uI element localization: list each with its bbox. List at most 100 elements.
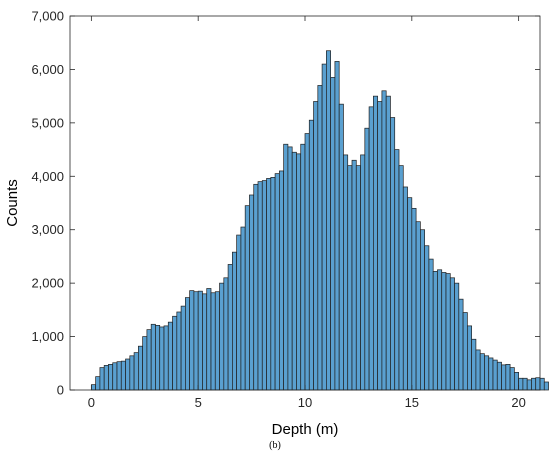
histogram-bar — [479, 353, 485, 391]
histogram-bar — [150, 323, 156, 391]
histogram-bar — [364, 127, 370, 391]
histogram-bar — [219, 282, 225, 391]
histogram-bar — [163, 325, 169, 391]
histogram-bar — [274, 173, 280, 391]
histogram-bar — [253, 183, 259, 391]
histogram-bar — [180, 305, 186, 391]
y-tick-label: 4,000 — [31, 169, 64, 184]
figure-caption: (b) — [269, 440, 281, 451]
y-tick-label: 7,000 — [31, 9, 64, 24]
histogram-bar — [138, 345, 143, 391]
histogram-bar — [368, 106, 374, 391]
histogram-bar — [133, 352, 139, 391]
histogram-bar — [279, 170, 284, 391]
y-tick-label: 5,000 — [31, 115, 64, 130]
histogram-bar — [125, 358, 131, 391]
y-tick-label: 2,000 — [31, 276, 64, 291]
histogram-bar — [172, 315, 178, 391]
histogram-bar — [95, 376, 101, 391]
histogram-bar — [214, 291, 220, 391]
histogram-bar — [108, 364, 114, 391]
histogram-bar — [129, 355, 135, 391]
histogram-bar — [202, 293, 208, 391]
histogram-bar — [394, 149, 400, 391]
histogram-bar — [313, 101, 319, 391]
histogram-bar — [505, 364, 511, 391]
histogram-bar — [232, 251, 237, 391]
histogram-bar — [321, 63, 327, 391]
histogram-bar — [343, 154, 349, 391]
histogram-bar — [249, 194, 255, 391]
histogram-bar — [514, 372, 519, 391]
histogram-bar — [509, 367, 515, 391]
y-tick-label: 3,000 — [31, 222, 64, 237]
histogram-bar — [103, 365, 109, 391]
histogram-bar — [291, 151, 297, 391]
histogram-bar — [454, 282, 460, 391]
histogram-bar — [458, 298, 464, 391]
histogram-bar — [531, 377, 537, 391]
histogram-bar — [257, 181, 263, 391]
histogram-bar — [471, 338, 477, 391]
histogram-chart: 0 5 10 15 20 0 1,000 2,000 3,000 4,000 5,000 6,000 7… — [4, 9, 549, 438]
histogram-bar — [317, 85, 323, 391]
histogram-bar — [304, 133, 310, 391]
histogram-bar — [189, 290, 195, 391]
histogram-bar — [167, 321, 173, 391]
histogram-bar — [385, 95, 391, 391]
x-tick-label: 15 — [405, 395, 419, 410]
histogram-bar — [296, 153, 302, 391]
histogram-bar — [373, 95, 378, 391]
histogram-bar — [193, 291, 199, 391]
histogram-bar — [437, 269, 443, 391]
histogram-bar — [99, 367, 105, 391]
histogram-bar — [155, 325, 161, 391]
histogram-bar — [377, 101, 383, 391]
histogram-bar — [432, 271, 438, 391]
histogram-bar — [475, 349, 481, 391]
histogram-bar — [518, 377, 524, 391]
histogram-bar — [347, 165, 353, 391]
histogram-bar — [142, 336, 148, 391]
histogram-bar — [428, 258, 434, 391]
histogram-bar — [462, 312, 468, 391]
y-tick-label: 0 — [57, 383, 64, 398]
histogram-bar — [240, 226, 246, 391]
histogram-bar — [287, 146, 293, 391]
histogram-bar — [210, 292, 216, 391]
histogram-bar — [112, 362, 118, 391]
histogram-bar — [197, 290, 203, 391]
histogram-bar — [492, 359, 498, 391]
histogram-bar — [326, 50, 331, 391]
histogram-bar — [360, 154, 366, 391]
histogram-bar — [526, 379, 532, 391]
histogram-bar — [338, 103, 344, 391]
histogram-bar — [496, 361, 502, 391]
histogram-bar — [176, 311, 182, 391]
histogram-bar — [445, 273, 451, 391]
histogram-bar — [420, 229, 425, 391]
histogram-bar — [236, 234, 242, 391]
histogram-bar — [424, 245, 430, 391]
histogram-bar — [415, 221, 421, 391]
histogram-bar — [330, 77, 336, 391]
histogram-bar — [484, 355, 490, 391]
histogram-bar — [283, 143, 289, 391]
ticks-group: 0 5 10 15 20 0 1,000 2,000 3,000 4,000 5,000 6,000 7… — [31, 9, 540, 410]
histogram-bar — [543, 381, 549, 391]
histogram-bar — [227, 264, 233, 391]
histogram-bar — [159, 326, 165, 391]
histogram-bar — [116, 361, 122, 391]
x-tick-label: 10 — [298, 395, 312, 410]
histogram-bar — [390, 117, 396, 391]
y-axis-label: Counts — [4, 179, 21, 227]
histogram-bar — [146, 329, 152, 391]
x-tick-label: 20 — [511, 395, 525, 410]
y-tick-label: 1,000 — [31, 329, 64, 344]
histogram-bar — [407, 197, 413, 391]
histogram-bar — [244, 205, 250, 391]
x-tick-label: 5 — [195, 395, 202, 410]
histogram-bar — [266, 178, 272, 391]
histogram-bar — [185, 297, 190, 391]
histogram-bar — [223, 277, 229, 391]
